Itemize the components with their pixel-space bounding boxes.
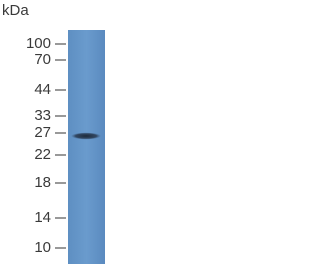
marker-label: 14: [34, 209, 51, 226]
marker-label: 33: [34, 107, 51, 124]
lane: [68, 30, 105, 264]
marker-label: 18: [34, 174, 51, 191]
marker-label: 100: [26, 35, 51, 52]
marker-label: 10: [34, 239, 51, 256]
marker-label: 70: [34, 51, 51, 68]
marker-label: 27: [34, 124, 51, 141]
marker-label: 22: [34, 146, 51, 163]
marker-label: 44: [34, 81, 51, 98]
unit-label: kDa: [2, 2, 29, 19]
band: [71, 132, 101, 140]
